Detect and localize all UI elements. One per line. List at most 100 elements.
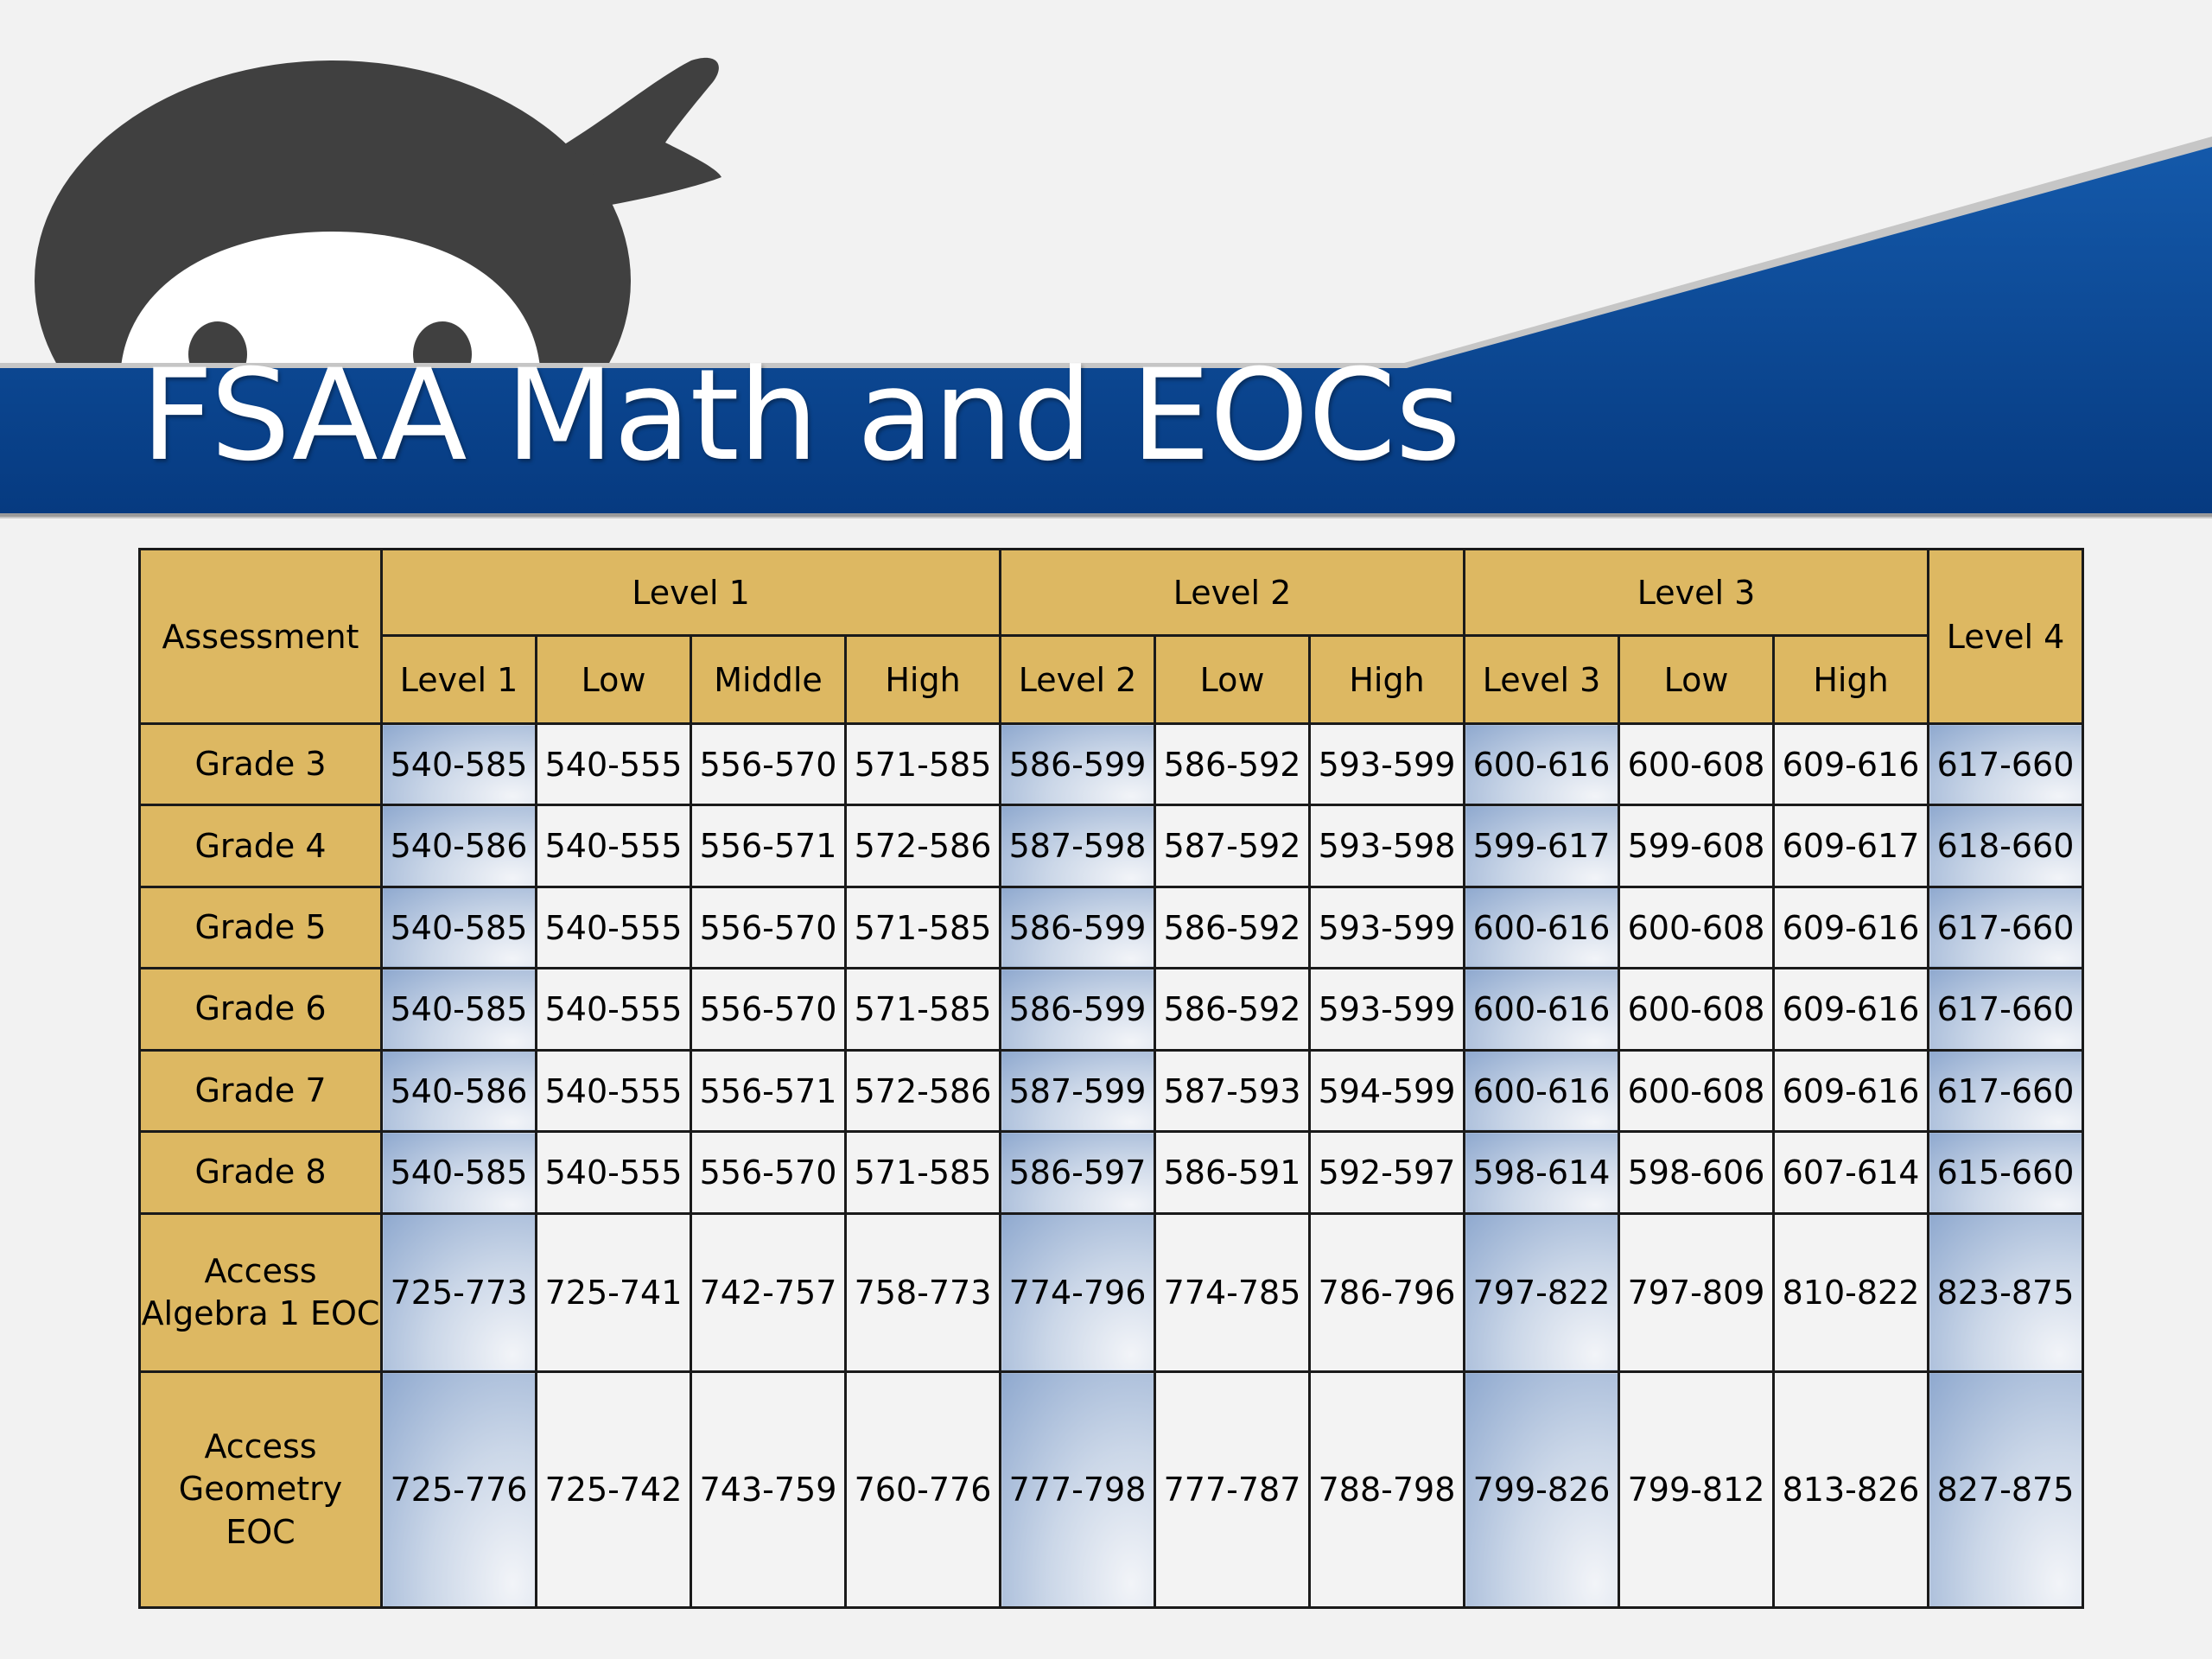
score-range-cell: 813-826	[1772, 1370, 1929, 1609]
subheader-level-3: Level 3	[1463, 634, 1620, 725]
subheader-level-1-high: High	[844, 634, 1001, 725]
assessment-header: Assessment	[138, 548, 383, 725]
score-range-cell: 774-796	[999, 1211, 1156, 1374]
score-range-cell: 598-606	[1618, 1130, 1775, 1215]
score-range-cell: 571-585	[844, 1130, 1001, 1215]
score-range-cell: 572-586	[844, 804, 1001, 888]
score-range-cell: 587-599	[999, 1048, 1156, 1134]
subheader-level-2-high: High	[1308, 634, 1465, 725]
table-subheader-row: Level 1 Low Middle High Level 2 Low High…	[140, 634, 2083, 725]
score-range-cell: 617-660	[1927, 1048, 2084, 1134]
score-range-cell: 823-875	[1927, 1211, 2084, 1374]
score-range-cell: 600-616	[1463, 967, 1620, 1052]
score-range-cell: 760-776	[844, 1370, 1001, 1609]
score-range-cell: 586-597	[999, 1130, 1156, 1215]
score-range-cell: 725-773	[380, 1211, 537, 1374]
score-range-cell: 600-616	[1463, 885, 1620, 970]
table-body: Grade 3 540-585 540-555 556-570 571-585 586-5…	[138, 721, 2084, 1609]
score-range-cell: 540-586	[380, 804, 537, 888]
score-range-cell: 594-599	[1308, 1048, 1465, 1134]
score-range-cell: 556-571	[690, 1048, 847, 1134]
score-range-cell: 571-585	[844, 885, 1001, 970]
subheader-level-1-low: Low	[535, 634, 692, 725]
group-header-level-3: Level 3	[1463, 548, 1929, 637]
score-range-cell: 556-570	[690, 1130, 847, 1215]
score-range-cell: 586-599	[999, 721, 1156, 807]
score-range-cell: 586-592	[1154, 721, 1311, 807]
row-label: Grade 3	[138, 721, 383, 807]
row-label: Grade 4	[138, 804, 383, 888]
score-range-cell: 774-785	[1154, 1211, 1311, 1374]
row-label: Grade 6	[138, 967, 383, 1052]
score-range-cell: 540-585	[380, 885, 537, 970]
score-range-cell: 600-608	[1618, 885, 1775, 970]
score-range-cell: 572-586	[844, 1048, 1001, 1134]
score-range-cell: 540-585	[380, 721, 537, 807]
score-table: Assessment Level 1 Level 2 Level 3 Level…	[138, 548, 2084, 1609]
score-range-cell: 618-660	[1927, 804, 2084, 888]
slide-title: FSAA Math and EOCs	[141, 342, 1461, 489]
row-label: Grade 5	[138, 885, 383, 970]
subheader-level-1-middle: Middle	[690, 634, 847, 725]
score-range-cell: 540-555	[535, 1048, 692, 1134]
score-range-cell: 725-742	[535, 1370, 692, 1609]
table-row: Grade 5 540-585 540-555 556-570 571-585 586-5…	[138, 885, 2084, 970]
score-range-cell: 540-555	[535, 721, 692, 807]
table-row: Grade 7 540-586 540-555 556-571 572-586 587-5…	[138, 1048, 2084, 1134]
score-range-cell: 599-617	[1463, 804, 1620, 888]
score-range-cell: 587-592	[1154, 804, 1311, 888]
score-range-cell: 609-617	[1772, 804, 1929, 888]
score-range-cell: 586-599	[999, 885, 1156, 970]
score-range-cell: 725-741	[535, 1211, 692, 1374]
table-row: Grade 8 540-585 540-555 556-570 571-585 586-5…	[138, 1130, 2084, 1215]
title-band	[0, 137, 2212, 518]
score-range-cell: 571-585	[844, 967, 1001, 1052]
score-range-cell: 593-599	[1308, 885, 1465, 970]
score-range-cell: 571-585	[844, 721, 1001, 807]
score-range-cell: 786-796	[1308, 1211, 1465, 1374]
row-label: Grade 8	[138, 1130, 383, 1215]
score-range-cell: 600-616	[1463, 1048, 1620, 1134]
score-range-cell: 556-570	[690, 721, 847, 807]
score-range-cell: 615-660	[1927, 1130, 2084, 1215]
level-4-header: Level 4	[1927, 548, 2084, 725]
score-range-cell: 600-608	[1618, 1048, 1775, 1134]
score-range-cell: 777-787	[1154, 1370, 1311, 1609]
group-header-level-1: Level 1	[380, 548, 1001, 637]
score-range-cell: 540-585	[380, 1130, 537, 1215]
score-range-cell: 540-586	[380, 1048, 537, 1134]
score-range-cell: 617-660	[1927, 885, 2084, 970]
score-range-cell: 599-608	[1618, 804, 1775, 888]
score-range-cell: 593-599	[1308, 721, 1465, 807]
score-range-cell: 725-776	[380, 1370, 537, 1609]
score-range-cell: 607-614	[1772, 1130, 1929, 1215]
score-range-cell: 586-599	[999, 967, 1156, 1052]
score-range-cell: 827-875	[1927, 1370, 2084, 1609]
table-row: Grade 3 540-585 540-555 556-570 571-585 586-5…	[138, 721, 2084, 807]
score-range-cell: 540-555	[535, 804, 692, 888]
group-header-level-2: Level 2	[999, 548, 1465, 637]
score-range-cell: 540-585	[380, 967, 537, 1052]
score-range-cell: 742-757	[690, 1211, 847, 1374]
score-range-cell: 758-773	[844, 1211, 1001, 1374]
score-range-cell: 617-660	[1927, 721, 2084, 807]
subheader-level-3-high: High	[1772, 634, 1929, 725]
score-range-cell: 600-616	[1463, 721, 1620, 807]
score-range-cell: 600-608	[1618, 721, 1775, 807]
subheader-level-2: Level 2	[999, 634, 1156, 725]
score-range-cell: 586-592	[1154, 967, 1311, 1052]
score-range-cell: 593-598	[1308, 804, 1465, 888]
subheader-level-3-low: Low	[1618, 634, 1775, 725]
score-range-cell: 587-598	[999, 804, 1156, 888]
row-label: Access Algebra 1 EOC	[138, 1211, 383, 1374]
header-decoration	[0, 57, 2212, 518]
table-row: Grade 4 540-586 540-555 556-571 572-586 587-5…	[138, 804, 2084, 888]
table-header-row: Assessment Level 1 Level 2 Level 3 Level…	[138, 548, 2084, 725]
row-label: Grade 7	[138, 1048, 383, 1134]
score-range-cell: 556-570	[690, 967, 847, 1052]
score-range-cell: 743-759	[690, 1370, 847, 1609]
subheader-level-2-low: Low	[1154, 634, 1311, 725]
score-range-cell: 797-809	[1618, 1211, 1775, 1374]
score-range-cell: 799-826	[1463, 1370, 1620, 1609]
score-range-cell: 556-570	[690, 885, 847, 970]
